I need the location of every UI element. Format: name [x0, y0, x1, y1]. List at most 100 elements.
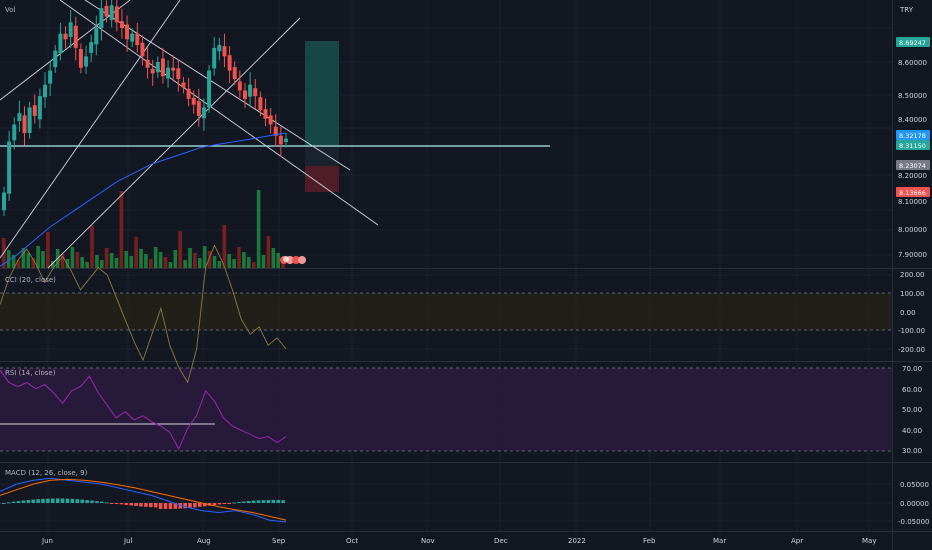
candle-body [7, 141, 12, 194]
candle-body [84, 56, 89, 67]
price-tags: 8.69247 8.32178 8.31150 8.23074 8.13666 [896, 37, 930, 197]
macd-histogram-bar [139, 503, 143, 507]
candle-body [17, 113, 22, 122]
cci-axis[interactable]: 200.00 100.00 0.00 -100.00 -200.00 [898, 271, 925, 354]
macd-histogram-bar [16, 501, 21, 503]
macd-histogram-bar [198, 503, 202, 507]
volume-bar [158, 252, 163, 268]
volume-bar [70, 247, 75, 268]
volume-bar [109, 253, 114, 268]
rsi-line [0, 369, 287, 451]
rsi-tick: 40.00 [902, 427, 922, 435]
candle-body [73, 25, 78, 48]
trendlines[interactable] [0, 0, 379, 269]
candle-body [176, 68, 181, 80]
volume-bar [251, 262, 256, 268]
time-tick: Mar [713, 537, 726, 545]
candle-body [160, 58, 165, 77]
macd-histogram-bar [95, 501, 99, 503]
time-axis[interactable]: Jun Jul Aug Sep Oct Nov Dec 2022 Feb Mar… [41, 537, 876, 545]
volume-bar [21, 248, 26, 268]
macd-axis[interactable]: 0.05000 0.00000 -0.05000 [898, 481, 929, 526]
candle-body [145, 59, 150, 68]
price-tick: 8.50000 [898, 92, 927, 100]
macd-histogram-bar [183, 503, 187, 509]
candle-body [53, 50, 58, 68]
macd-histogram-bar [60, 498, 65, 503]
target-zone[interactable] [305, 41, 339, 145]
macd-histogram-bar [114, 503, 119, 504]
price-tick: 8.10000 [898, 198, 927, 206]
candle-body [12, 124, 17, 141]
volume-bar [276, 253, 280, 268]
event-markers[interactable] [280, 256, 306, 264]
macd-histogram-bar [237, 501, 241, 503]
rsi-axis[interactable]: 70.00 60.00 50.00 40.00 30.00 [902, 365, 922, 455]
last-price-tag [896, 140, 930, 150]
time-tick: Oct [346, 537, 358, 545]
time-tick: May [862, 537, 876, 545]
candle-body [242, 90, 247, 99]
macd-histogram-bar [80, 499, 84, 503]
cci-label: CCI (20, close) [5, 276, 56, 284]
candle-body [191, 97, 196, 105]
macd-histogram-bar [232, 502, 236, 504]
rsi-band [0, 368, 892, 451]
macd-histogram-bar [36, 499, 40, 503]
cci-tick: -100.00 [898, 327, 925, 335]
event-marker [283, 256, 289, 262]
event-marker [292, 256, 300, 264]
cci-tick: 200.00 [900, 271, 925, 279]
volume-bar [36, 246, 40, 268]
target-tag-text: 8.69247 [899, 39, 926, 47]
signal-line [0, 478, 287, 521]
macd-histogram-bar [163, 503, 168, 510]
candle-body [140, 42, 145, 57]
volume-bar [134, 237, 138, 268]
mid-tag-text: 8.23074 [899, 162, 926, 170]
volume-label: Vol [5, 6, 16, 14]
volume-bar [90, 226, 94, 268]
macd-histogram-bar [271, 499, 276, 503]
candle-body [48, 70, 53, 84]
stop-tag [896, 187, 930, 197]
mid-tag [896, 160, 930, 170]
rsi-tick: 30.00 [902, 447, 922, 455]
cci-tick: 0.00 [900, 309, 916, 317]
volume-bar [95, 255, 99, 268]
price-axis[interactable]: TRY 8.60000 8.50000 8.40000 8.20000 8.10… [898, 6, 927, 259]
volume-bar [139, 249, 143, 268]
candle-body [217, 45, 222, 52]
candle-body [166, 67, 171, 79]
candle-body [263, 109, 268, 119]
volume-bar [271, 248, 276, 268]
macd-histogram-bar [193, 503, 197, 508]
macd-histogram-bar [119, 503, 124, 505]
time-tick: Aug [197, 537, 211, 545]
candle-body [104, 5, 109, 17]
entry-tag [896, 130, 930, 140]
volume-bar [104, 248, 109, 268]
volume-bar [80, 257, 84, 268]
volume-bar [100, 260, 104, 268]
macd-histogram-bar [55, 498, 60, 503]
rsi-tick: 70.00 [902, 365, 922, 373]
volume-bar [237, 247, 241, 268]
cci-tick: 100.00 [900, 290, 925, 298]
volume-bar [168, 262, 173, 268]
candle-body [268, 115, 273, 125]
ema-line [0, 132, 287, 267]
candle-body [196, 101, 201, 116]
macd-histogram-bar [158, 503, 163, 510]
candle-body [284, 138, 288, 143]
candle-body [27, 107, 32, 133]
time-tick: Nov [421, 537, 435, 545]
entry-tag-text: 8.32178 [899, 132, 926, 140]
macd-histogram-bar [21, 500, 26, 503]
stop-zone[interactable] [305, 166, 339, 192]
macd-histogram-bar [227, 503, 231, 504]
candle-body [89, 42, 94, 53]
trendline-5 [59, 0, 379, 226]
macd-histogram-bar [65, 498, 70, 503]
